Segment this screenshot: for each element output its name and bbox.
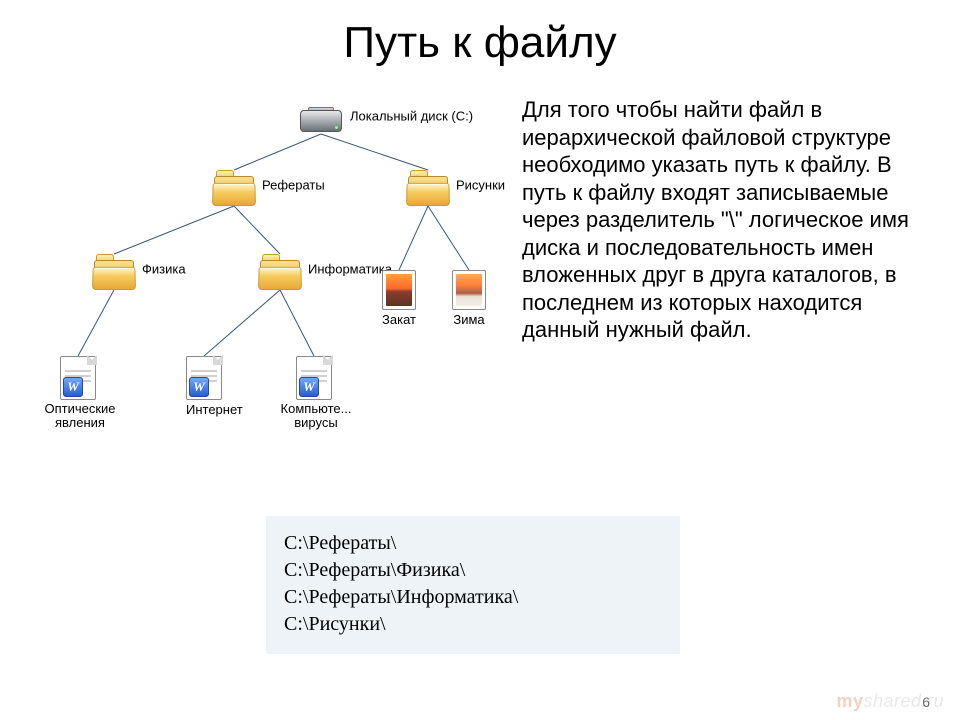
tree-node-zima: Зима <box>452 270 486 327</box>
word-doc-icon: W <box>60 356 96 400</box>
tree-node-referaty: Рефераты <box>212 170 256 206</box>
folder-icon <box>212 170 256 206</box>
folder-icon <box>406 170 450 206</box>
tree-node-risunki: Рисунки <box>406 170 450 206</box>
watermark-prefix: my <box>836 691 863 711</box>
word-doc-icon: W <box>296 356 332 400</box>
tree-node-internet: W Интернет <box>186 356 243 417</box>
tree-node-root: Локальный диск (C:) <box>298 104 344 134</box>
tree-node-informatika: Информатика <box>258 254 302 290</box>
tree-node-zakat: Закат <box>382 270 416 327</box>
image-thumb-icon <box>452 270 486 310</box>
tree-node-virus: WКомпьюте... вирусы <box>296 356 356 431</box>
image-thumb-icon <box>382 270 416 310</box>
path-line: C:\Рефераты\Физика\ <box>284 557 662 584</box>
node-label: Рисунки <box>456 178 505 193</box>
tree-node-opt: WОптические явления <box>60 356 120 431</box>
node-label: Интернет <box>186 402 243 417</box>
path-line: C:\Рисунки\ <box>284 611 662 638</box>
node-label: Компьюте... вирусы <box>276 402 356 431</box>
node-label: Рефераты <box>262 178 325 193</box>
node-label: Зима <box>452 312 486 327</box>
watermark-rest: shared.ru <box>863 691 944 711</box>
slide: Путь к файлу Для того чтобы найти файл в… <box>0 0 960 720</box>
body-paragraph: Для того чтобы найти файл в иерархическо… <box>522 96 920 344</box>
node-label: Информатика <box>308 262 392 277</box>
paths-box: C:\Рефераты\C:\Рефераты\Физика\C:\Рефера… <box>266 516 680 654</box>
path-line: C:\Рефераты\ <box>284 530 662 557</box>
node-label: Локальный диск (C:) <box>350 109 473 124</box>
watermark: myshared.ru <box>836 691 944 712</box>
drive-icon <box>298 104 344 134</box>
file-tree-diagram: Локальный диск (C:) Рефераты Рисунки Физика… <box>36 98 516 498</box>
node-label: Оптические явления <box>40 402 120 431</box>
path-line: C:\Рефераты\Информатика\ <box>284 584 662 611</box>
slide-title: Путь к файлу <box>0 18 960 68</box>
word-doc-icon: W <box>186 356 222 400</box>
tree-edges <box>36 98 516 498</box>
folder-icon <box>92 254 136 290</box>
node-label: Физика <box>142 262 186 277</box>
folder-icon <box>258 254 302 290</box>
node-label: Закат <box>382 312 416 327</box>
tree-node-fizika: Физика <box>92 254 136 290</box>
